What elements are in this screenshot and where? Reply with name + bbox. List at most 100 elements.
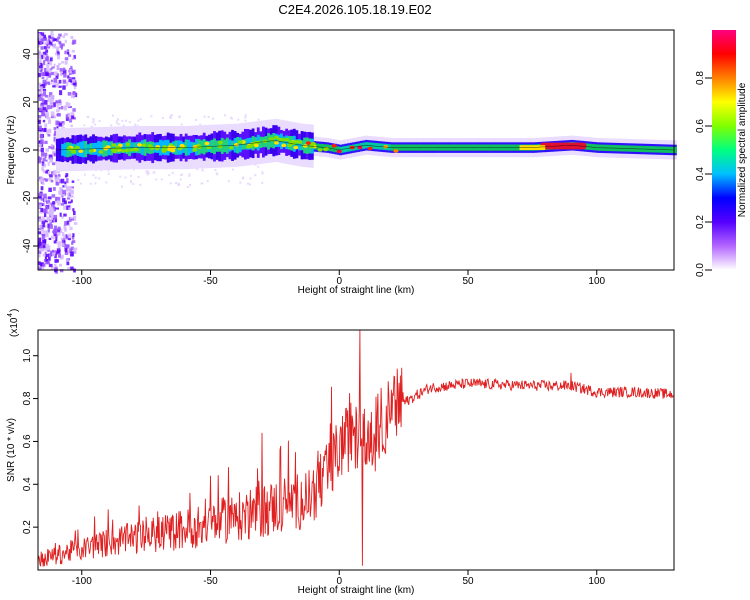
spectrogram-noise-cell bbox=[48, 154, 53, 160]
spectrogram-noise-cell bbox=[50, 99, 54, 104]
spectrogram-noise-cell bbox=[55, 100, 59, 104]
spectrogram-noise-cell bbox=[47, 248, 50, 252]
spectrogram-y-tick-label: 40 bbox=[22, 48, 33, 60]
spectrogram-noise-cell bbox=[38, 54, 42, 59]
spectrogram-noise-cell bbox=[51, 66, 55, 69]
spectrogram-noise-cell bbox=[71, 186, 75, 189]
spectrogram-noise-cell bbox=[188, 173, 191, 176]
spectrogram-noise-cell bbox=[146, 173, 149, 176]
spectrogram-noise-cell bbox=[107, 169, 110, 172]
spectrogram-peak bbox=[262, 139, 268, 144]
spectrogram-noise-cell bbox=[54, 250, 57, 256]
spectrogram-noise-cell bbox=[72, 82, 77, 86]
spectrogram-noise-cell bbox=[39, 42, 43, 45]
spectrogram-peak bbox=[233, 142, 239, 147]
spectrogram-panel: -100 -50 0 50 100 -40 -20 0 20 40 Height of stra… bbox=[6, 29, 677, 296]
spectrogram-noise-cell bbox=[38, 231, 42, 235]
spectrogram-noise-cell bbox=[47, 245, 51, 251]
spectrogram-noise-cell bbox=[105, 181, 108, 184]
spectrogram-noise-cell bbox=[41, 113, 46, 117]
spectrogram-noise-cell bbox=[189, 184, 192, 187]
spectrogram-noise-cell bbox=[56, 126, 59, 131]
spectrogram-peak bbox=[78, 149, 84, 154]
spectrogram-noise-cell bbox=[60, 237, 64, 240]
spectrogram-noise-cell bbox=[42, 157, 46, 162]
spectrogram-noise-cell bbox=[39, 57, 42, 62]
spectrogram-noise-cell bbox=[68, 72, 72, 76]
spectrogram-x-tick-label: 100 bbox=[588, 276, 605, 287]
spectrogram-noise-cell bbox=[207, 115, 210, 118]
spectrogram-noise-cell bbox=[41, 98, 45, 103]
spectrogram-noise-cell bbox=[58, 85, 62, 88]
spectrogram-noise-cell bbox=[69, 248, 73, 253]
spectrogram-noise-cell bbox=[63, 205, 67, 210]
spectrogram-peak bbox=[305, 141, 311, 145]
spectrogram-noise-cell bbox=[72, 249, 77, 254]
spectrogram-noise-cell bbox=[60, 254, 64, 259]
spectrogram-noise-cell bbox=[48, 81, 51, 86]
spectrogram-noise-cell bbox=[72, 210, 76, 216]
snr-y-scale-close: ) bbox=[9, 309, 20, 312]
spectrogram-noise-cell bbox=[62, 192, 66, 197]
spectrogram-noise-cell bbox=[51, 218, 54, 223]
spectrogram-noise-cell bbox=[64, 184, 68, 188]
spectrogram-noise-cell bbox=[69, 68, 72, 74]
spectrogram-noise-cell bbox=[48, 263, 53, 268]
spectrogram-noise-cell bbox=[43, 193, 47, 199]
spectrogram-noise-cell bbox=[45, 253, 50, 258]
spectrogram-noise-cell bbox=[38, 115, 42, 119]
spectrogram-peak bbox=[71, 148, 77, 152]
spectrogram-x-tick-label: 50 bbox=[462, 276, 474, 287]
spectrogram-noise-cell bbox=[38, 91, 43, 94]
spectrogram-noise-cell bbox=[52, 201, 56, 205]
spectrogram-noise-cell bbox=[254, 174, 257, 177]
spectrogram-noise-cell bbox=[50, 235, 55, 240]
spectrogram-noise-cell bbox=[66, 178, 69, 184]
spectrogram-noise-cell bbox=[244, 119, 247, 122]
colorbar-tick-label: 0.4 bbox=[695, 167, 706, 181]
spectrogram-noise-cell bbox=[38, 265, 41, 269]
spectrogram-noise-cell bbox=[48, 117, 51, 122]
spectrogram-noise-cell bbox=[48, 237, 52, 241]
spectrogram-noise-cell bbox=[120, 185, 123, 188]
colorbar-gradient bbox=[712, 30, 736, 270]
spectrogram-noise-cell bbox=[65, 114, 69, 119]
spectrogram-noise-cell bbox=[72, 233, 75, 237]
spectrogram-noise-cell bbox=[50, 114, 55, 119]
spectrogram-noise-cell bbox=[49, 106, 53, 109]
snr-panel: -100 -50 0 50 100 0.2 0.4 0.6 0.8 1.0 Height of … bbox=[6, 309, 675, 596]
spectrogram-noise-cell bbox=[56, 46, 60, 51]
spectrogram-noise-cell bbox=[56, 113, 60, 116]
spectrogram-noise-cell bbox=[73, 247, 78, 251]
spectrogram-noise-cell bbox=[40, 228, 44, 232]
spectrogram-noise-cell bbox=[50, 95, 54, 100]
spectrogram-noise-cell bbox=[62, 69, 67, 74]
snr-y-tick-label: 0.6 bbox=[22, 434, 33, 448]
snr-y-scale: (x10 4 ) bbox=[7, 309, 20, 337]
spectrogram-peak bbox=[281, 143, 287, 148]
figure-title: C2E4.2026.105.18.19.E02 bbox=[278, 2, 431, 17]
spectrogram-noise-cell bbox=[137, 175, 140, 178]
spectrogram-peak bbox=[116, 146, 122, 151]
spectrogram-noise-cell bbox=[51, 266, 54, 271]
spectrogram-noise-cell bbox=[73, 215, 77, 221]
spectrogram-noise-cell bbox=[64, 226, 67, 231]
spectrogram-noise-cell bbox=[52, 43, 57, 49]
spectrogram-noise-cell bbox=[65, 186, 70, 190]
spectrogram-noise-cell bbox=[42, 60, 46, 66]
spectrogram-noise-cell bbox=[38, 241, 42, 246]
spectrogram-noise-cell bbox=[54, 254, 57, 259]
spectrogram-noise-cell bbox=[70, 82, 74, 86]
spectrogram-noise-cell bbox=[178, 183, 181, 186]
spectrogram-noise-cell bbox=[201, 169, 204, 172]
spectrogram-noise-cell bbox=[38, 267, 41, 270]
spectrogram-noise-cell bbox=[71, 235, 75, 240]
spectrogram-x-tick-label: -100 bbox=[72, 276, 92, 287]
spectrogram-noise-cell bbox=[56, 200, 61, 206]
spectrogram-peak bbox=[125, 142, 131, 147]
spectrogram-noise-cell bbox=[41, 180, 44, 183]
spectrogram-noise-cell bbox=[62, 85, 66, 90]
spectrogram-noise-cell bbox=[38, 193, 43, 197]
spectrogram-noise-cell bbox=[242, 177, 245, 180]
spectrogram-noise-cell bbox=[57, 244, 61, 249]
